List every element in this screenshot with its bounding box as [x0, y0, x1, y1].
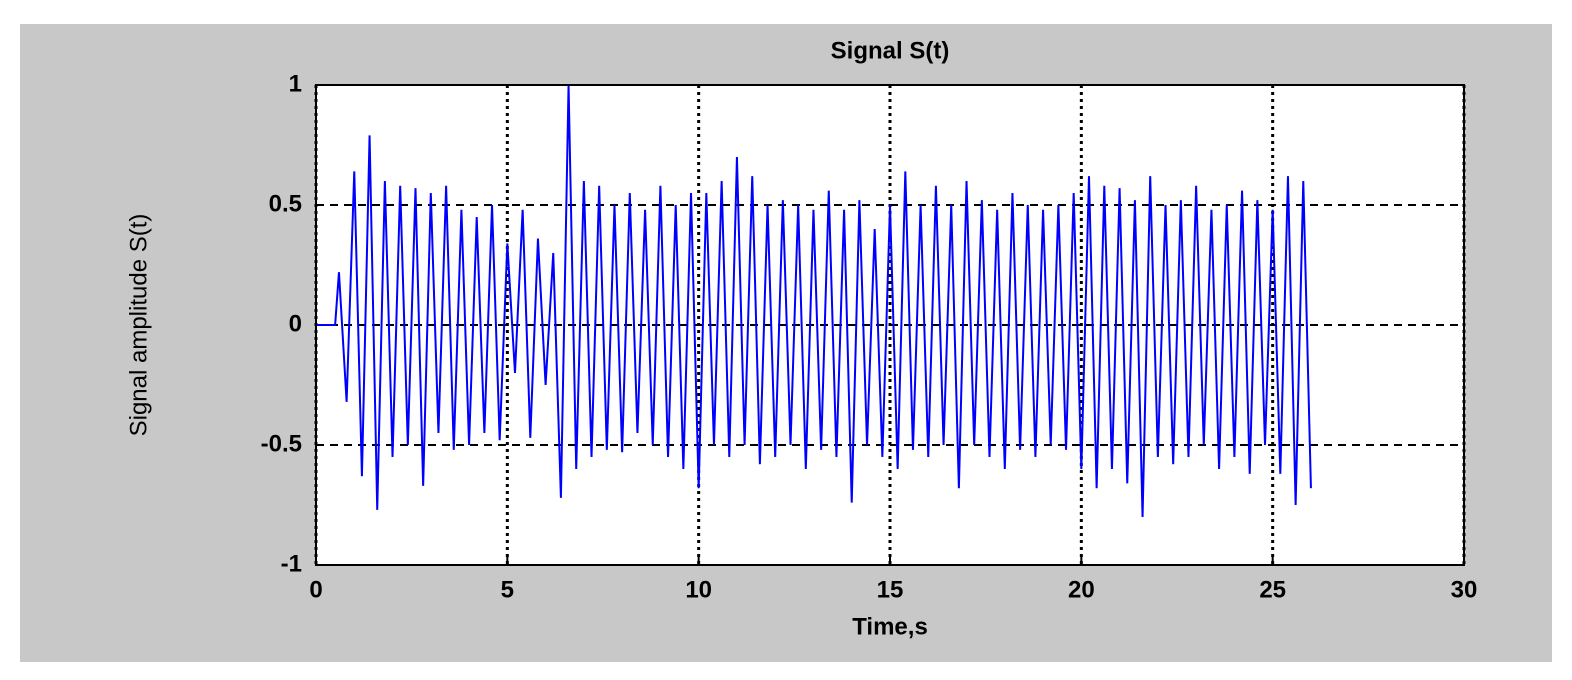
x-tick-label: 5	[501, 576, 514, 603]
x-tick-label: 30	[1451, 576, 1478, 603]
chart-title: Signal S(t)	[831, 37, 950, 64]
y-tick-label: -1	[281, 550, 302, 577]
axes-box	[315, 84, 1465, 566]
x-tick-label: 15	[877, 576, 904, 603]
x-tick-label: 10	[685, 576, 712, 603]
y-tick-label: 0.5	[269, 190, 302, 217]
y-axis-label: Signal amplitude S(t)	[125, 214, 152, 437]
y-tick-label: -0.5	[261, 430, 302, 457]
y-tick-label: 0	[289, 310, 302, 337]
signal-line	[316, 84, 1312, 518]
x-axis-label: Time,s	[852, 613, 928, 640]
x-tick-label: 20	[1068, 576, 1095, 603]
y-tick-label: 1	[289, 70, 302, 97]
x-tick-label: 0	[309, 576, 322, 603]
x-tick-label: 25	[1259, 576, 1286, 603]
